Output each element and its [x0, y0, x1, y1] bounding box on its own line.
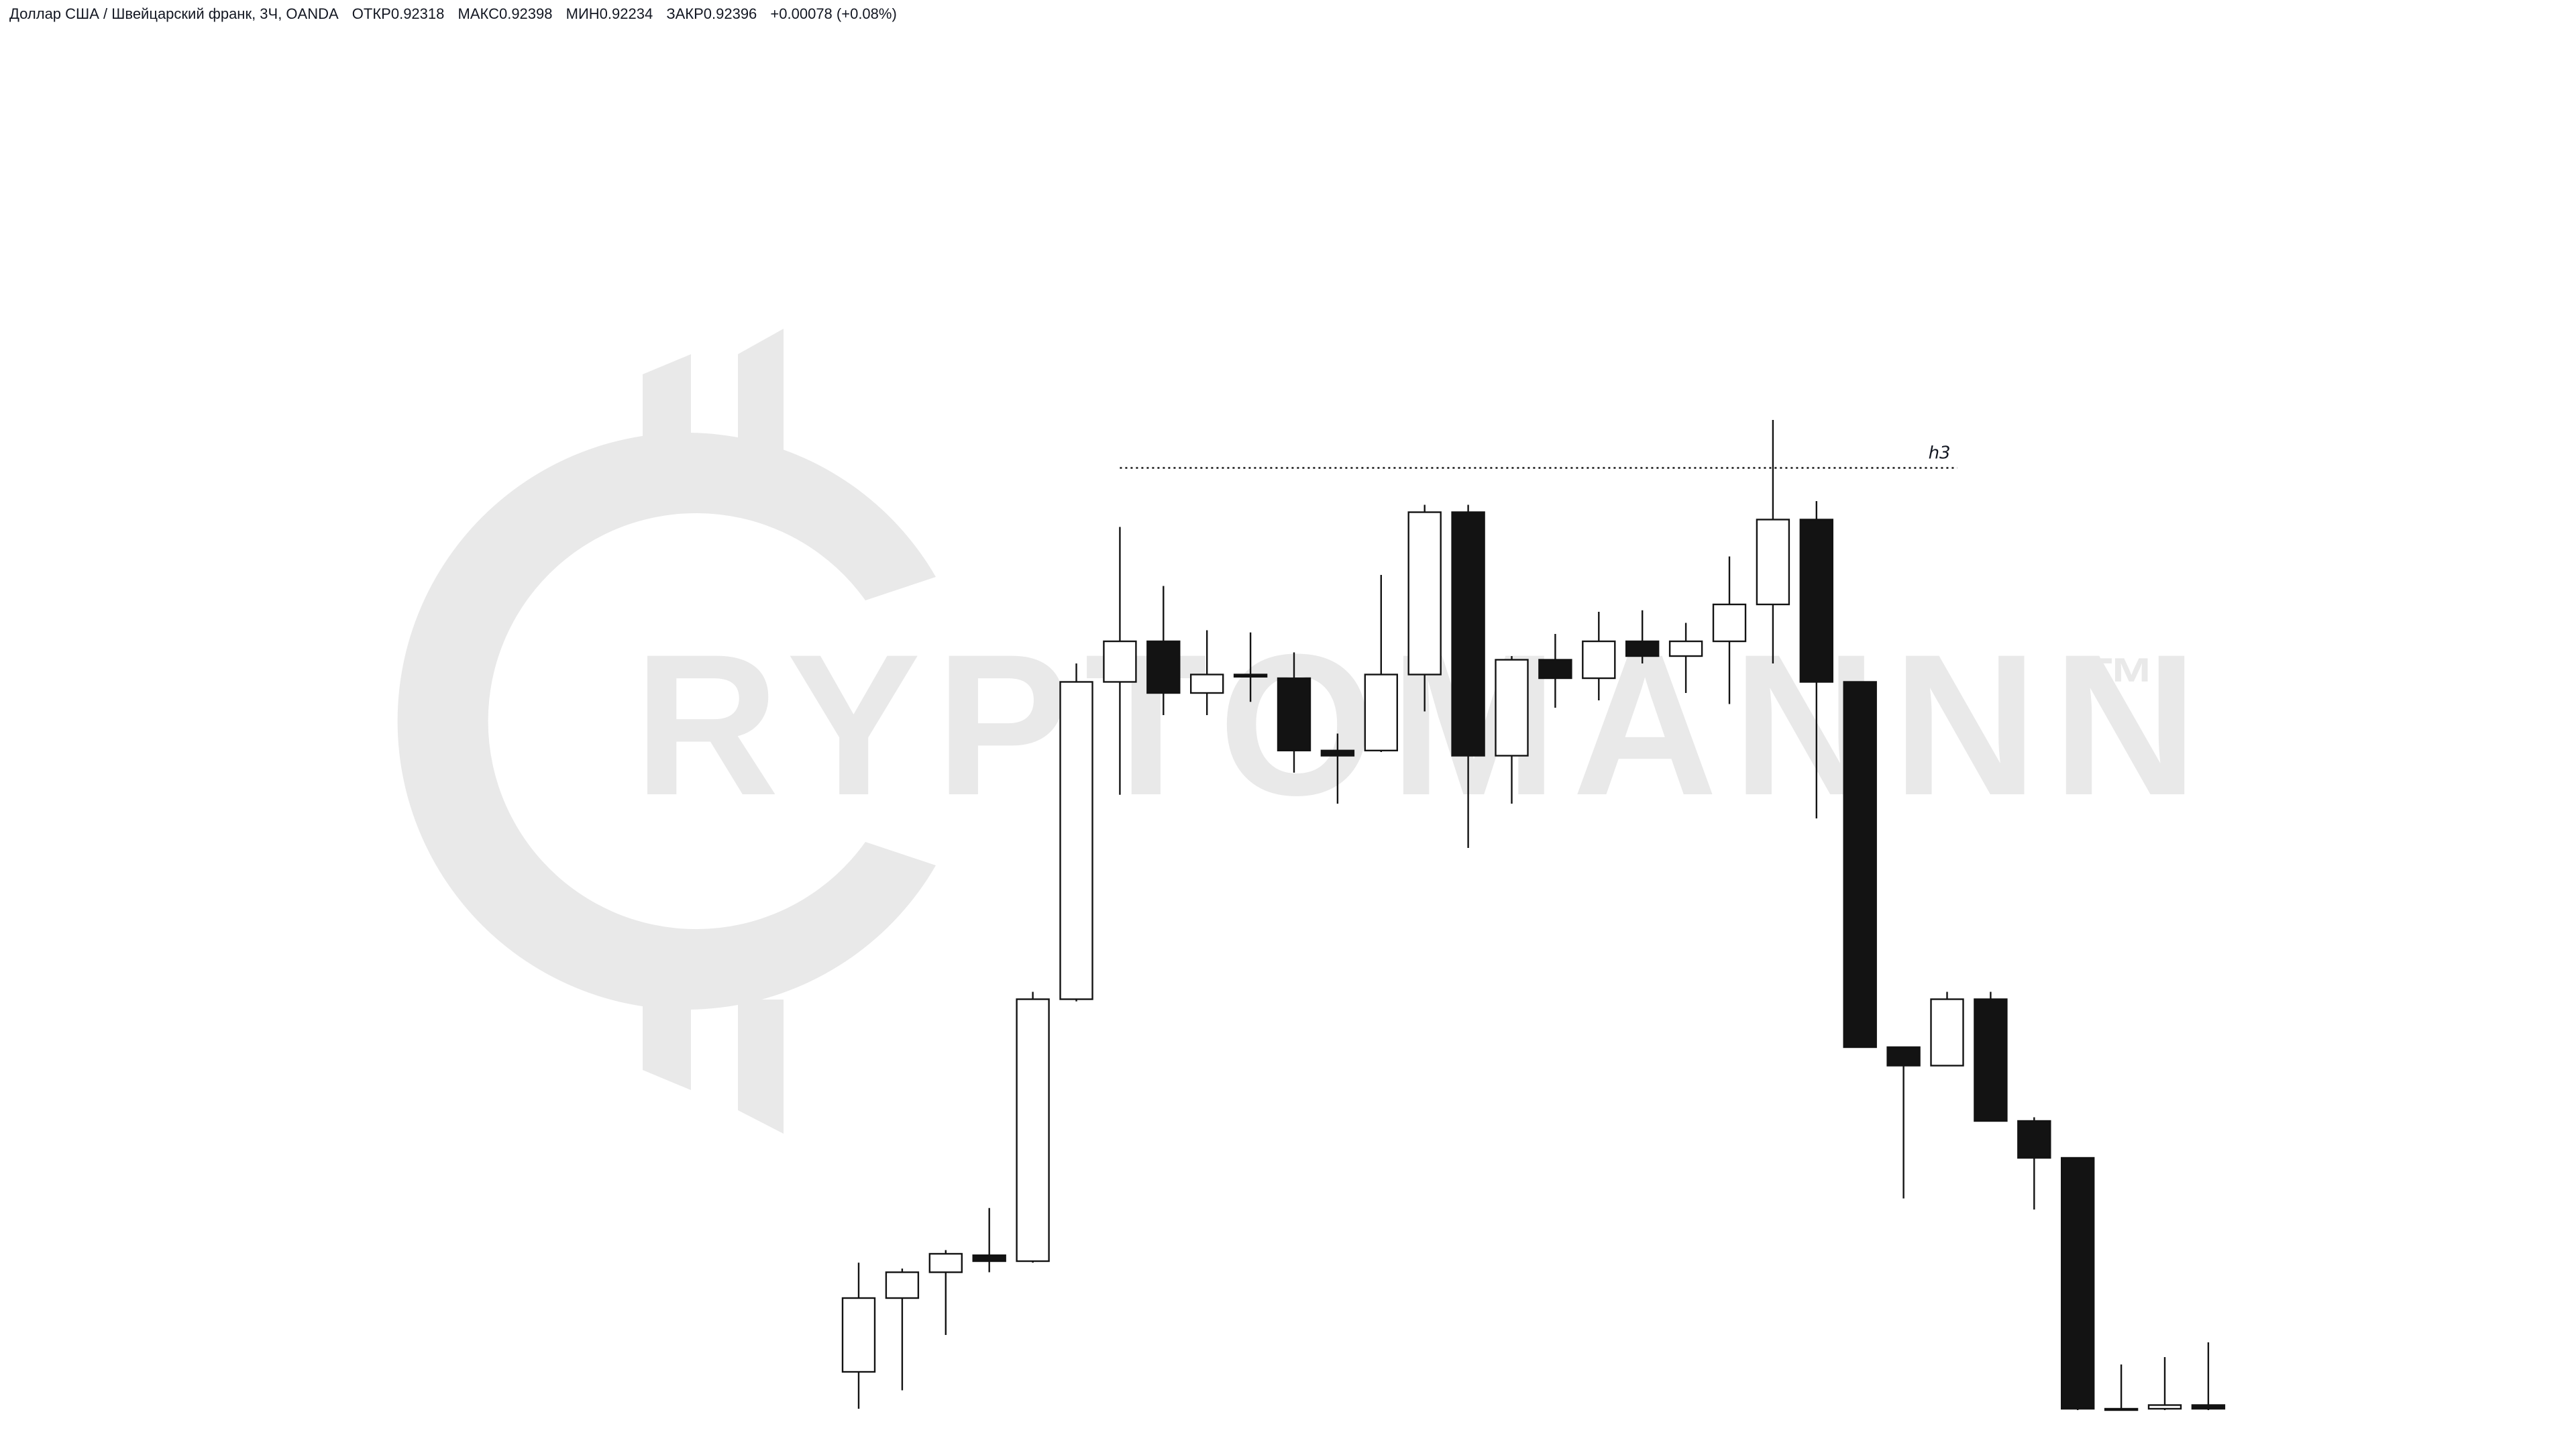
candle-bear[interactable]	[1843, 681, 1877, 1049]
candle-bear[interactable]	[1886, 1046, 1921, 1067]
low-label: МИН	[566, 5, 600, 22]
candle-bear[interactable]	[1277, 677, 1311, 752]
candle-bull[interactable]	[1364, 674, 1399, 752]
low-value: 0.92234	[599, 5, 653, 22]
close-value: 0.92396	[703, 5, 757, 22]
candle-bear[interactable]	[1538, 659, 1572, 680]
candle-bull[interactable]	[1495, 659, 1529, 757]
candle-bull[interactable]	[1407, 511, 1442, 676]
candle-bull[interactable]	[1103, 640, 1137, 683]
open-value: 0.92318	[390, 5, 445, 22]
candle-bear[interactable]	[2191, 1404, 2226, 1410]
candle-bull[interactable]	[928, 1252, 963, 1273]
high-label: МАКС	[458, 5, 499, 22]
level-line-label: h3	[1929, 443, 1951, 464]
candle-bear[interactable]	[2017, 1120, 2051, 1159]
candle-bull[interactable]	[1930, 998, 1964, 1067]
candle-bear[interactable]	[1233, 674, 1268, 678]
candle-bear[interactable]	[972, 1254, 1006, 1263]
candle-bull[interactable]	[1582, 640, 1616, 680]
candle-bull[interactable]	[1189, 674, 1224, 694]
candle-bear[interactable]	[1451, 511, 1485, 757]
candle-bull[interactable]	[841, 1297, 876, 1373]
candle-bull[interactable]	[1756, 519, 1790, 606]
symbol-title: Доллар США / Швейцарский франк, 3Ч, OAND…	[9, 5, 339, 22]
watermark-tm: ™	[2083, 643, 2157, 725]
candle-bull[interactable]	[2147, 1404, 2182, 1410]
candle-bull[interactable]	[1059, 681, 1093, 1000]
open-label: ОТКР	[352, 5, 391, 22]
candle-bull[interactable]	[885, 1271, 920, 1299]
change-value: +0.00078 (+0.08%)	[770, 5, 897, 22]
candle-bear[interactable]	[2060, 1157, 2095, 1410]
candle-bear[interactable]	[1320, 749, 1355, 757]
candle-bull[interactable]	[1668, 640, 1703, 657]
symbol-legend: Доллар США / Швейцарский франк, 3Ч, OAND…	[9, 5, 897, 23]
candle-bull[interactable]	[1712, 603, 1747, 643]
candle-bull[interactable]	[1016, 998, 1050, 1263]
high-value: 0.92398	[498, 5, 553, 22]
candles	[841, 420, 2226, 1411]
candle-bear[interactable]	[1974, 998, 2008, 1122]
candle-bear[interactable]	[1625, 640, 1660, 657]
candle-bear[interactable]	[2104, 1407, 2139, 1411]
candle-bear[interactable]	[1799, 519, 1834, 683]
close-label: ЗАКР	[666, 5, 704, 22]
candle-bear[interactable]	[1146, 640, 1181, 694]
